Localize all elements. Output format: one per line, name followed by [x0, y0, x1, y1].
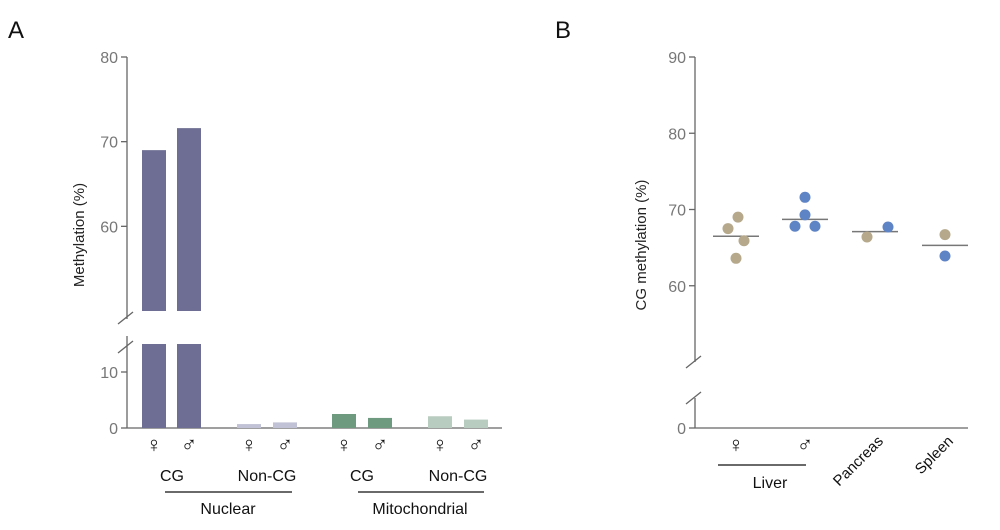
y-axis-label: CG methylation (%) — [633, 180, 650, 311]
y-tick-label: 80 — [668, 126, 686, 143]
sex-symbol-label: ♂ — [372, 432, 389, 457]
male-data-point — [939, 250, 951, 262]
y-tick-label: 70 — [100, 135, 118, 152]
axis-break-mark — [685, 391, 702, 405]
group-label: Liver — [753, 475, 788, 492]
male-data-point — [882, 221, 894, 233]
female-data-point — [730, 252, 742, 264]
male-data-point — [809, 220, 821, 232]
female-data-point — [738, 235, 750, 247]
y-tick-label: 10 — [100, 365, 118, 382]
group-label: Mitochondrial — [372, 501, 467, 518]
bar-lower-segment — [177, 344, 201, 428]
bar — [332, 414, 356, 428]
sex-symbol-label: ♀ — [146, 432, 163, 457]
y-tick-label: 60 — [668, 279, 686, 296]
category-label: Non-CG — [429, 468, 488, 485]
female-data-point — [722, 223, 734, 235]
category-label: Non-CG — [238, 468, 297, 485]
y-tick-label: 0 — [677, 421, 686, 438]
panel-a-label: A — [8, 17, 24, 44]
sex-symbol-label: ♂ — [277, 432, 294, 457]
sex-symbol-label: ♀ — [241, 432, 258, 457]
panel-b-label: B — [555, 17, 571, 44]
category-label: Pancreas — [830, 433, 887, 490]
bar — [177, 128, 201, 311]
axis-break-mark — [685, 355, 702, 369]
y-tick-label: 80 — [100, 50, 118, 67]
sex-symbol-label: ♂ — [797, 432, 814, 457]
y-tick-label: 60 — [100, 219, 118, 236]
bar — [428, 416, 452, 428]
category-label: Spleen — [912, 433, 957, 478]
bar — [464, 419, 488, 428]
sex-symbol-label: ♂ — [181, 432, 198, 457]
axis-break-mark — [117, 311, 134, 325]
female-data-point — [861, 231, 873, 243]
y-tick-label: 0 — [109, 421, 118, 438]
category-label: CG — [350, 468, 374, 485]
group-label: Nuclear — [200, 501, 256, 518]
bar — [368, 417, 392, 428]
female-data-point — [732, 211, 744, 223]
sex-symbol-label: ♀ — [432, 432, 449, 457]
male-data-point — [799, 209, 811, 221]
y-axis-label: Methylation (%) — [71, 183, 88, 287]
female-data-point — [939, 229, 951, 241]
category-label: CG — [160, 468, 184, 485]
panel-b-chart: 0 60 70 80 90 CG methylation (%) ♀ ♂ Pancreas Spl… — [633, 50, 968, 492]
sex-symbol-label: ♀ — [728, 432, 745, 457]
y-tick-label: 90 — [668, 50, 686, 67]
male-data-point — [789, 220, 801, 232]
bar — [237, 424, 261, 428]
bar — [273, 422, 297, 428]
bar — [142, 150, 166, 311]
male-data-point — [799, 191, 811, 203]
axis-break-mark — [117, 340, 134, 354]
sex-symbol-label: ♂ — [468, 432, 485, 457]
sex-symbol-label: ♀ — [336, 432, 353, 457]
panel-a-chart: 60 70 80 0 10 Methylation (%) ♀ ♂ ♀ ♂ ♀ ♂ ♀ ♂ CG Non-CG… — [71, 50, 502, 518]
bar-lower-segment — [142, 344, 166, 428]
y-tick-label: 70 — [668, 203, 686, 220]
